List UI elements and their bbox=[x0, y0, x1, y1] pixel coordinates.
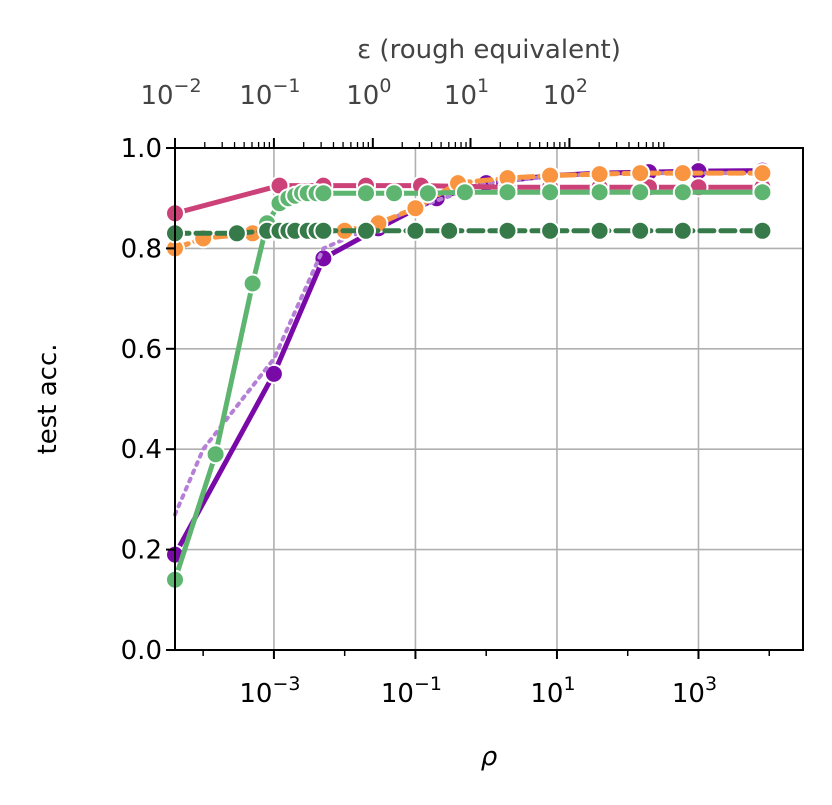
series-point-5 bbox=[405, 220, 426, 241]
x-tick-label: 103 bbox=[672, 673, 717, 709]
series-point-5 bbox=[313, 220, 334, 241]
y-axis-label: test acc. bbox=[33, 344, 63, 455]
series-point-3 bbox=[630, 163, 651, 184]
series-point-3 bbox=[540, 165, 561, 186]
top-tick-label: 102 bbox=[543, 75, 588, 111]
series-point-5 bbox=[672, 220, 693, 241]
series-point-4 bbox=[454, 182, 475, 203]
y-tick-label: 0.2 bbox=[121, 536, 162, 566]
top-tick-label: 101 bbox=[444, 75, 489, 111]
y-tick-label: 0.4 bbox=[121, 435, 162, 465]
series-point-4 bbox=[313, 183, 334, 204]
series-point-4 bbox=[417, 183, 438, 204]
plot-frame bbox=[174, 147, 804, 651]
y-tick-label: 0.6 bbox=[121, 335, 162, 365]
series-point-5 bbox=[497, 220, 518, 241]
series-point-4 bbox=[242, 273, 263, 294]
series-point-4 bbox=[356, 183, 376, 204]
series-point-5 bbox=[356, 220, 376, 241]
series-point-4 bbox=[630, 182, 651, 203]
series-point-4 bbox=[497, 182, 518, 203]
series-point-3 bbox=[589, 164, 610, 185]
y-tick-label: 1.0 bbox=[121, 134, 162, 164]
y-tick-label: 0.8 bbox=[121, 234, 162, 264]
series-point-4 bbox=[384, 183, 405, 204]
series-point-4 bbox=[589, 182, 610, 203]
series-point-3 bbox=[672, 163, 693, 184]
series-point-5 bbox=[589, 220, 610, 241]
series-point-4 bbox=[540, 182, 561, 203]
top-tick-label: 100 bbox=[346, 75, 391, 111]
series-point-4 bbox=[205, 444, 226, 465]
x-tick-label: 10−1 bbox=[381, 673, 442, 709]
series-layer bbox=[165, 160, 773, 590]
series-point-3 bbox=[405, 198, 426, 219]
series-line-4 bbox=[172, 189, 765, 583]
x-tick-label: 10−3 bbox=[239, 673, 300, 709]
x-tick-label: 101 bbox=[530, 673, 575, 709]
series-point-5 bbox=[226, 223, 247, 244]
series-point-4 bbox=[672, 182, 693, 203]
tick-layer bbox=[166, 138, 770, 659]
series-point-3 bbox=[752, 163, 773, 184]
series-line-1 bbox=[173, 171, 765, 517]
series-point-0 bbox=[263, 363, 284, 384]
top-tick-label: 10−2 bbox=[140, 75, 201, 111]
top-tick-label: 10−1 bbox=[239, 75, 300, 111]
x-axis-label: ρ bbox=[481, 742, 498, 772]
series-point-5 bbox=[439, 220, 460, 241]
y-tick-label: 0.0 bbox=[121, 636, 162, 666]
series-point-5 bbox=[630, 220, 651, 241]
label-layer: 0.0 0.2 0.4 0.6 0.8 1.0 10−3 10−1 101 103 10−2 10−1… bbox=[121, 75, 717, 709]
series-point-5 bbox=[752, 220, 773, 241]
series-point-4 bbox=[752, 182, 773, 203]
top-axis-label: ε (rough equivalent) bbox=[357, 35, 621, 65]
series-point-5 bbox=[540, 220, 561, 241]
